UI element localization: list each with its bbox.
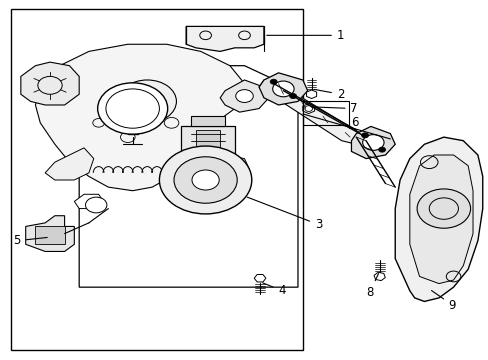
Polygon shape	[351, 126, 394, 158]
Bar	[35, 226, 64, 244]
Polygon shape	[205, 155, 249, 184]
Circle shape	[85, 197, 107, 213]
Circle shape	[272, 81, 293, 97]
Text: 1: 1	[266, 29, 344, 42]
Polygon shape	[45, 148, 94, 180]
Circle shape	[174, 157, 237, 203]
Text: 4: 4	[262, 283, 285, 297]
Text: 7: 7	[311, 102, 357, 115]
Text: 5: 5	[14, 234, 47, 247]
Text: 2: 2	[314, 88, 344, 101]
Text: 6: 6	[351, 116, 358, 129]
Polygon shape	[74, 194, 103, 208]
Circle shape	[362, 135, 383, 150]
Circle shape	[118, 80, 176, 123]
Polygon shape	[409, 155, 472, 284]
Polygon shape	[220, 80, 268, 112]
Polygon shape	[259, 73, 307, 105]
Polygon shape	[21, 62, 79, 105]
Circle shape	[270, 79, 277, 84]
Circle shape	[416, 189, 469, 228]
Circle shape	[192, 170, 219, 190]
Circle shape	[159, 146, 251, 214]
Circle shape	[130, 89, 164, 114]
Polygon shape	[35, 44, 244, 191]
Circle shape	[235, 90, 253, 103]
Polygon shape	[306, 90, 316, 99]
Circle shape	[98, 83, 167, 134]
Polygon shape	[373, 272, 385, 280]
Polygon shape	[394, 137, 482, 301]
Circle shape	[289, 94, 296, 99]
Polygon shape	[26, 216, 74, 251]
Bar	[196, 130, 220, 152]
Bar	[302, 102, 348, 125]
Polygon shape	[181, 126, 234, 155]
Circle shape	[378, 147, 385, 152]
Circle shape	[361, 133, 368, 138]
Text: 8: 8	[366, 274, 378, 299]
Polygon shape	[186, 26, 264, 51]
Polygon shape	[254, 275, 265, 282]
Text: 3: 3	[246, 197, 322, 231]
Text: 9: 9	[431, 291, 455, 311]
Bar	[11, 9, 302, 350]
Polygon shape	[259, 80, 361, 144]
Polygon shape	[302, 104, 314, 113]
Polygon shape	[191, 116, 224, 126]
